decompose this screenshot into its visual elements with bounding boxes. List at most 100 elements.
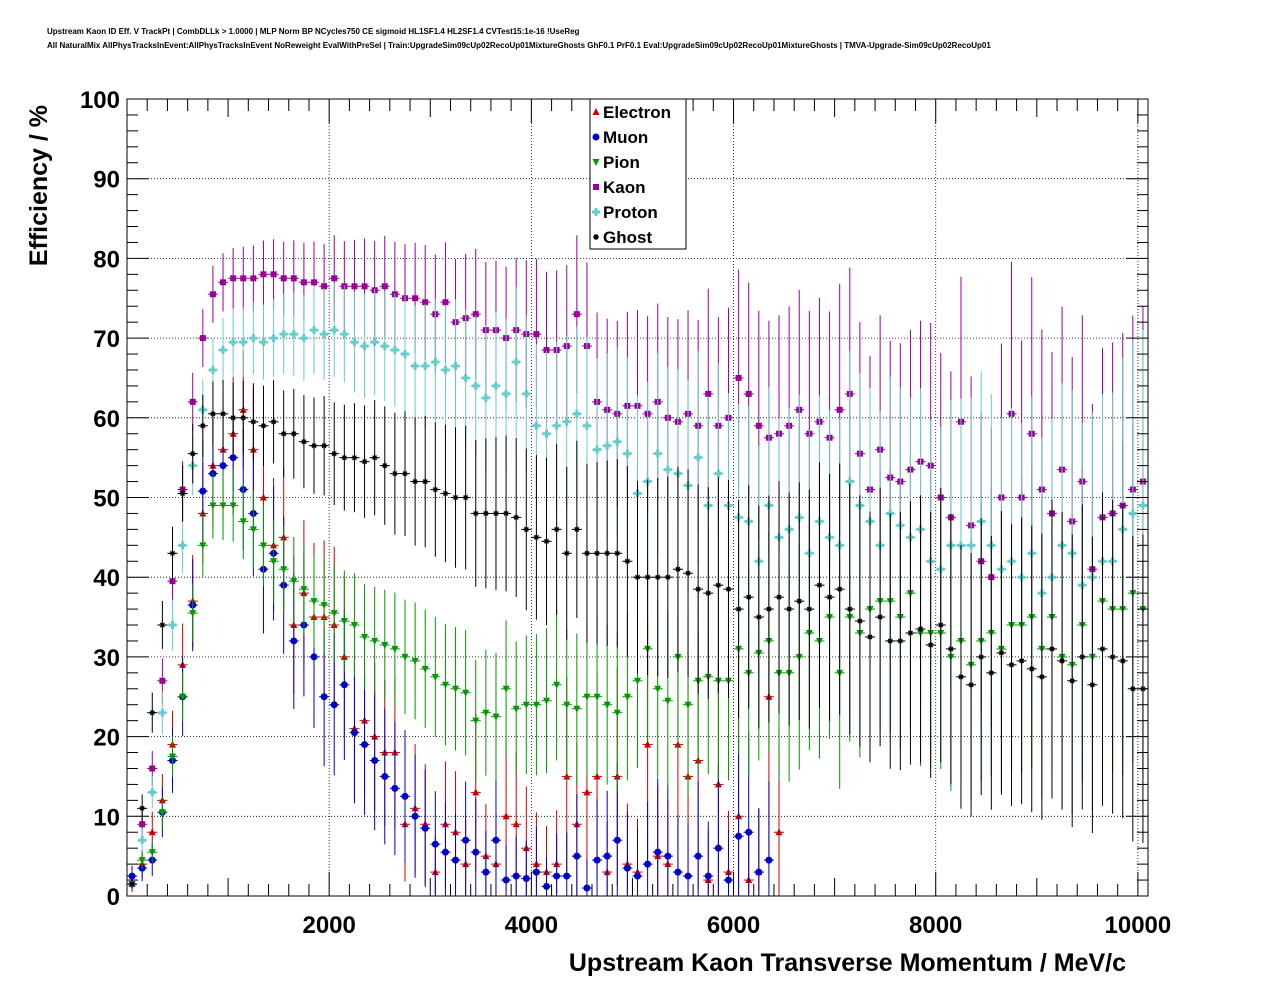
proton-data-point	[714, 469, 723, 478]
ghost-data-point	[1089, 681, 1096, 688]
ghost-data-point	[705, 590, 712, 597]
kaon-data-point	[472, 311, 479, 318]
proton-data-point	[582, 421, 591, 430]
legend-marker-pion	[592, 159, 600, 166]
ghost-data-point	[725, 586, 732, 593]
electron-data-point	[644, 740, 652, 748]
kaon-data-point	[209, 291, 216, 298]
ghost-data-point	[887, 637, 894, 644]
muon-data-point	[361, 741, 369, 749]
proton-data-point	[320, 330, 329, 339]
ghost-data-point	[189, 450, 196, 457]
y-tick-label: 40	[93, 565, 120, 592]
ghost-data-point	[533, 534, 540, 541]
ghost-data-point	[776, 594, 783, 601]
pion-data-point	[472, 717, 480, 725]
proton-data-point	[461, 373, 470, 382]
ghost-data-point	[341, 454, 348, 461]
muon-data-point	[512, 872, 520, 880]
ghost-data-point	[401, 470, 408, 477]
ghost-data-point	[715, 582, 722, 589]
ghost-data-point	[371, 454, 378, 461]
muon-data-point	[755, 868, 763, 876]
ghost-data-point	[472, 510, 479, 517]
pion-data-point	[543, 697, 551, 705]
legend-box	[589, 98, 687, 250]
ghost-data-point	[199, 422, 206, 429]
proton-data-point	[259, 338, 268, 347]
electron-data-point	[502, 812, 510, 820]
pion-data-point	[158, 809, 166, 817]
proton-data-point	[148, 788, 157, 797]
muon-data-point	[664, 852, 672, 860]
pion-data-point	[300, 586, 308, 594]
pion-data-point	[583, 693, 591, 701]
proton-data-point	[603, 441, 612, 450]
ghost-data-point	[422, 478, 429, 485]
pion-data-point	[593, 693, 601, 701]
ghost-data-point	[947, 645, 954, 652]
muon-data-point	[532, 868, 540, 876]
legend-marker-muon	[592, 133, 600, 141]
ghost-data-point	[1008, 661, 1015, 668]
proton-data-point	[330, 326, 339, 335]
proton-data-point	[158, 708, 167, 717]
ghost-data-point	[280, 430, 287, 437]
proton-data-point	[663, 465, 672, 474]
ghost-data-point	[927, 641, 934, 648]
pion-data-point	[199, 542, 207, 550]
kaon-data-point	[381, 283, 388, 290]
ghost-data-point	[462, 494, 469, 501]
axes: 0 10 20 30 40 50 60 70 80 90 100 2000 4000 6000 8000 10…	[80, 87, 1171, 939]
muon-data-point	[704, 872, 712, 880]
ghost-data-point	[654, 574, 661, 581]
pion-data-point	[421, 665, 429, 673]
ghost-data-point	[149, 709, 156, 716]
kaon-data-point	[331, 275, 338, 282]
legend-marker-kaon	[593, 184, 599, 190]
muon-data-point	[482, 868, 490, 876]
ghost-data-point	[179, 490, 186, 497]
muon-data-point	[320, 693, 328, 701]
ghost-data-point	[321, 442, 328, 449]
ghost-data-point	[391, 470, 398, 477]
ghost-data-point	[513, 514, 520, 521]
proton-data-point	[522, 389, 531, 398]
kaon-data-point	[543, 347, 550, 354]
x-axis-title: Upstream Kaon Transverse Momentum / MeV/…	[569, 949, 1126, 977]
pion-data-point	[532, 701, 540, 709]
proton-data-point	[572, 409, 581, 418]
pion-data-point	[239, 518, 247, 526]
kaon-data-point	[169, 578, 176, 585]
proton-data-point	[562, 417, 571, 426]
ghost-data-point	[614, 550, 621, 557]
proton-data-point	[421, 361, 430, 370]
ghost-data-point	[543, 538, 550, 545]
y-tick-label: 30	[93, 645, 120, 672]
ghost-data-point	[988, 669, 995, 676]
kaon-data-point	[189, 398, 196, 405]
ghost-data-point	[735, 606, 742, 613]
ghost-data-point	[573, 526, 580, 533]
pion-data-point	[189, 610, 197, 618]
pion-data-point	[431, 673, 439, 681]
proton-data-point	[411, 361, 420, 370]
ghost-data-point	[412, 478, 419, 485]
ghost-data-point	[523, 526, 530, 533]
muon-data-point	[745, 828, 753, 836]
proton-data-point	[502, 389, 511, 398]
pion-data-point	[634, 677, 641, 685]
kaon-data-point	[300, 279, 307, 286]
kaon-data-point	[422, 299, 429, 306]
ghost-data-point	[695, 586, 702, 593]
y-tick-label: 50	[93, 486, 120, 513]
muon-data-point	[724, 876, 732, 884]
kaon-data-point	[270, 271, 277, 278]
y-axis-title: Efficiency / %	[25, 105, 53, 266]
y-tick-label: 80	[93, 246, 120, 273]
muon-data-point	[623, 864, 631, 872]
ghost-data-point	[361, 458, 368, 465]
kaon-data-point	[199, 335, 206, 342]
electron-data-point	[512, 820, 520, 828]
muon-data-point	[381, 772, 389, 780]
